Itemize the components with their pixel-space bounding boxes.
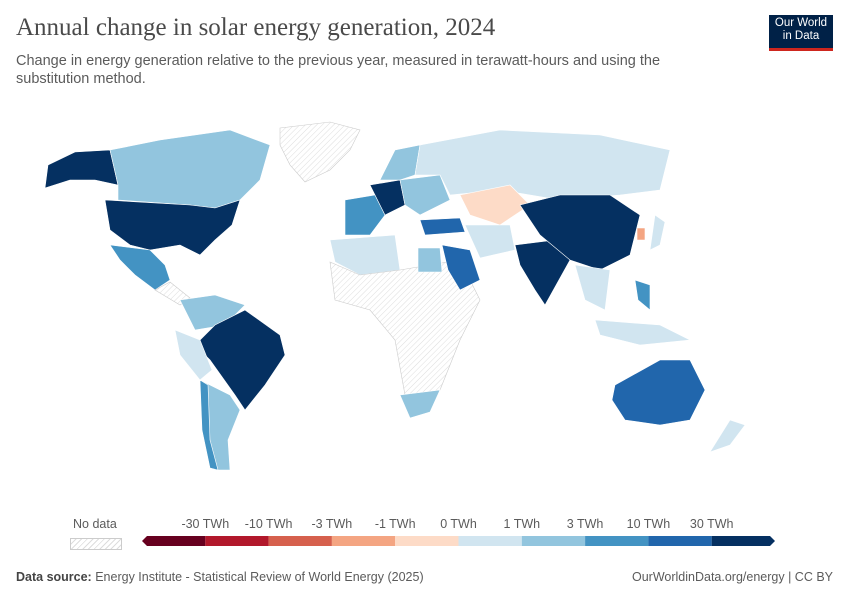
legend-bin[interactable] [331,536,396,546]
chile[interactable] [199,379,219,471]
logo-line1: Our World [774,17,828,29]
egypt[interactable] [417,247,443,273]
indonesia[interactable] [594,319,692,346]
page-title: Annual change in solar energy generation… [16,14,496,41]
color-legend-bar [142,536,775,546]
japan[interactable] [649,214,666,251]
south-korea[interactable] [636,227,646,241]
legend-tick-label: -10 TWh [244,517,293,531]
legend-tick-label: 1 TWh [503,517,541,531]
eastern-europe[interactable] [399,174,451,216]
philippines[interactable] [634,279,651,311]
middle-east[interactable] [464,224,516,259]
legend-bin[interactable] [395,536,459,546]
south-africa[interactable] [399,389,441,419]
southeast-asia[interactable] [574,264,611,311]
scandinavia[interactable] [379,144,421,181]
central-america[interactable] [154,281,191,306]
source-label: Data source: [16,570,92,584]
owid-logo[interactable]: Our World in Data [769,15,833,51]
russia[interactable] [414,129,671,201]
alaska[interactable] [44,149,119,189]
china[interactable] [519,194,641,271]
no-data-swatch [70,538,122,550]
legend-bin[interactable] [521,536,586,546]
logo-line2: in Data [782,30,820,42]
world-map [44,121,746,471]
legend-tick-label: -1 TWh [374,517,416,531]
legend-tick-label: 30 TWh [689,517,734,531]
saudi-arabia[interactable] [441,244,481,291]
germany-region[interactable] [369,179,406,216]
legend-bin[interactable] [648,536,712,546]
legend-bin[interactable] [205,536,269,546]
legend-tick-label: -30 TWh [181,517,230,531]
legend-tick-label: 0 TWh [440,517,477,531]
europe-west[interactable] [344,194,386,236]
mexico[interactable] [109,244,171,291]
kazakhstan[interactable] [459,184,531,226]
peru-bolivia[interactable] [174,329,213,381]
legend-bin[interactable] [711,536,775,546]
legend-tick-label: 3 TWh [566,517,604,531]
owid-link[interactable]: OurWorldinData.org/energy | CC BY [631,570,833,584]
new-zealand[interactable] [709,419,746,453]
australia[interactable] [611,359,706,426]
greenland[interactable] [279,121,361,183]
no-data-label: No data [73,517,117,531]
source-text: Energy Institute - Statistical Review of… [95,570,424,584]
legend-bin[interactable] [585,536,649,546]
turkey[interactable] [419,217,466,236]
source-note: Data source: Energy Institute - Statisti… [16,570,424,584]
canada[interactable] [109,129,271,209]
legend-bin[interactable] [268,536,332,546]
subtitle: Change in energy generation relative to … [16,53,661,87]
legend-bin[interactable] [458,536,522,546]
legend-bin[interactable] [142,536,206,546]
legend-tick-label: -3 TWh [311,517,353,531]
usa[interactable] [104,199,241,256]
legend-tick-label: 10 TWh [626,517,671,531]
